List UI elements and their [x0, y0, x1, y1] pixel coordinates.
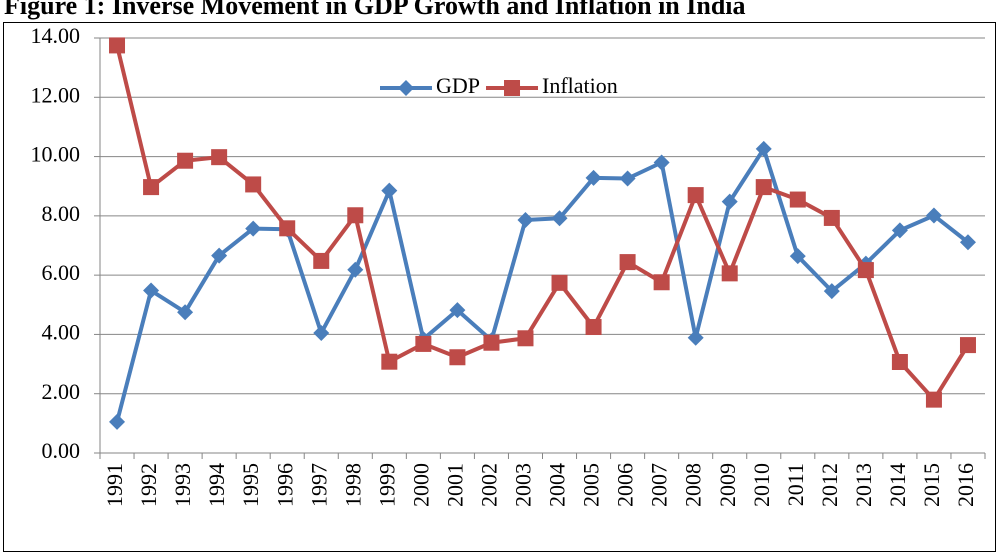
x-tick-label: 1999 [374, 463, 399, 507]
data-point [398, 80, 414, 96]
data-point [857, 262, 874, 279]
data-point [415, 335, 432, 352]
data-point [177, 304, 194, 321]
x-tick-label: 1997 [306, 463, 331, 507]
data-point [347, 261, 364, 278]
data-point [449, 302, 466, 319]
data-point [313, 324, 330, 341]
data-point [653, 274, 670, 291]
data-point [959, 337, 976, 354]
data-point [823, 283, 840, 300]
x-tick-label: 2004 [545, 463, 570, 507]
x-tick-label: 1994 [204, 463, 229, 507]
x-tick-label: 2014 [885, 463, 910, 507]
data-point [789, 248, 806, 265]
data-point [279, 220, 296, 237]
x-tick-label: 2010 [749, 463, 774, 507]
x-tick-label: 2008 [681, 463, 706, 507]
x-tick-label: 2005 [579, 463, 604, 507]
x-tick-label: 2011 [783, 463, 808, 506]
x-tick-label: 1991 [102, 463, 127, 507]
data-point [109, 413, 126, 430]
data-point [891, 353, 908, 370]
x-tick-label: 2007 [647, 463, 672, 507]
data-point [823, 209, 840, 226]
x-tick-label: 2013 [851, 463, 876, 507]
data-point [517, 212, 534, 229]
data-point [109, 37, 126, 54]
x-tick-label: 1996 [272, 463, 297, 507]
data-point [585, 319, 602, 336]
data-point [653, 154, 670, 171]
data-point [245, 176, 262, 193]
data-point [483, 334, 500, 351]
data-point [925, 207, 942, 224]
x-tick-label: 2003 [511, 463, 536, 507]
chart-title: Figure 1: Inverse Movement in GDP Growth… [4, 0, 746, 20]
data-point [517, 330, 534, 347]
y-tick-label: 8.00 [42, 201, 81, 226]
data-point [449, 349, 466, 366]
data-point [143, 282, 160, 299]
data-point [619, 170, 636, 187]
data-point [211, 149, 228, 166]
data-point [504, 80, 521, 96]
y-tick-label: 4.00 [42, 319, 81, 344]
data-point [687, 329, 704, 346]
x-tick-label: 2001 [442, 463, 467, 507]
x-tick-label: 1995 [238, 463, 263, 507]
data-point [687, 187, 704, 204]
x-tick-label: 1992 [136, 463, 161, 507]
data-point [585, 169, 602, 186]
x-tick-label: 1993 [170, 463, 195, 507]
data-point [891, 222, 908, 239]
data-point [177, 152, 194, 169]
chart-border [3, 22, 996, 552]
x-tick-label: 2006 [613, 463, 638, 507]
data-point [959, 234, 976, 251]
x-tick-label: 1998 [340, 463, 365, 507]
x-tick-label: 2015 [919, 463, 944, 507]
x-tick-label: 2012 [817, 463, 842, 507]
data-point [245, 220, 262, 237]
y-tick-label: 10.00 [31, 142, 81, 167]
x-tick-label: 2016 [953, 463, 978, 507]
y-tick-label: 12.00 [31, 82, 81, 107]
x-tick-label: 2009 [715, 463, 740, 507]
data-point [143, 179, 160, 196]
data-point [755, 179, 772, 196]
y-tick-label: 2.00 [42, 379, 81, 404]
data-point [789, 191, 806, 208]
data-point [755, 140, 772, 157]
data-point [721, 265, 738, 282]
data-point [313, 252, 330, 269]
data-point [381, 182, 398, 199]
x-tick-label: 2000 [408, 463, 433, 507]
data-point [619, 254, 636, 271]
legend-label: Inflation [542, 73, 618, 98]
series-line [115, 44, 970, 402]
data-point [381, 353, 398, 370]
y-tick-label: 6.00 [42, 260, 81, 285]
data-point [551, 274, 568, 291]
data-point [211, 247, 228, 264]
y-tick-label: 0.00 [42, 438, 81, 463]
data-point [347, 207, 364, 224]
data-point [551, 210, 568, 227]
data-point [721, 193, 738, 210]
y-tick-label: 14.00 [31, 23, 81, 48]
legend-label: GDP [436, 73, 480, 98]
series-line [115, 146, 970, 423]
x-tick-label: 2002 [476, 463, 501, 507]
data-point [925, 391, 942, 408]
